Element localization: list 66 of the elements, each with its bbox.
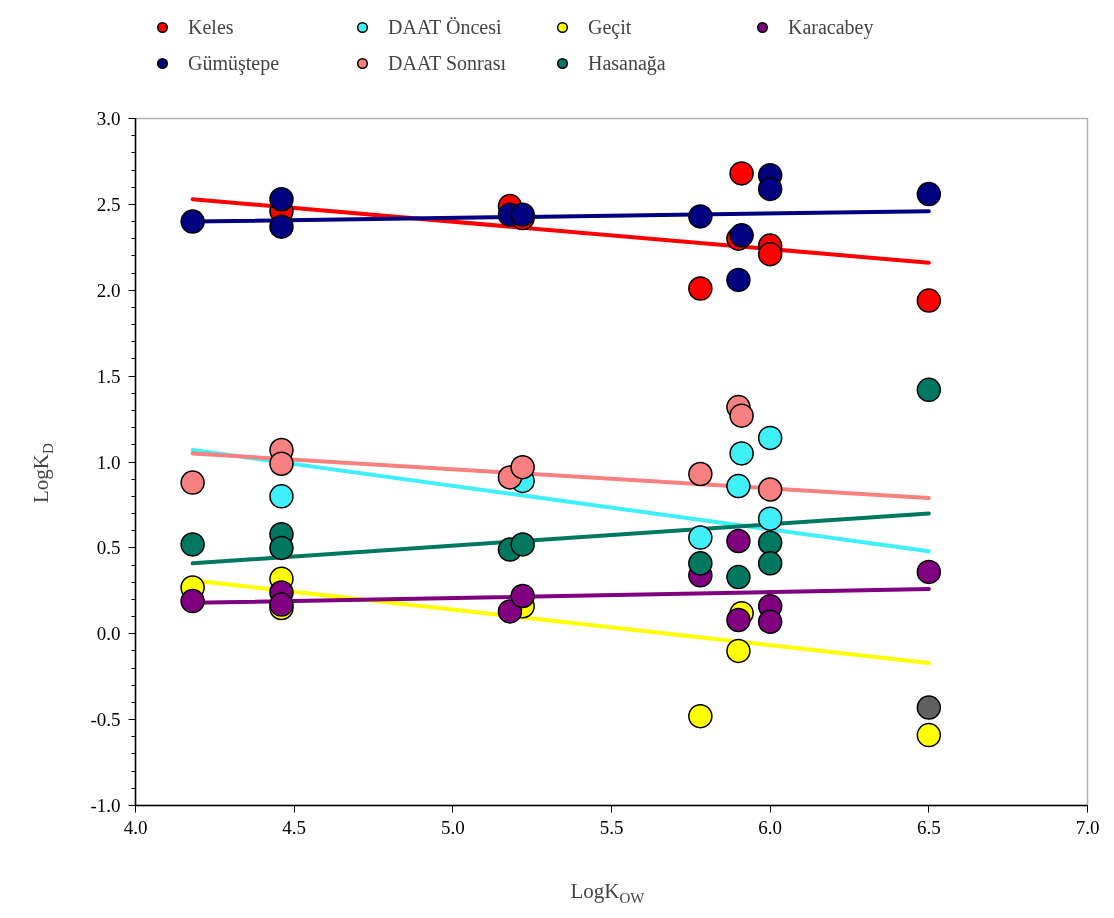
point bbox=[726, 564, 751, 590]
point bbox=[729, 403, 754, 428]
y-tick-label: 3.0 bbox=[96, 108, 121, 129]
point bbox=[497, 599, 523, 624]
point bbox=[916, 181, 942, 207]
x-tick-label: 4.0 bbox=[123, 816, 148, 838]
y-tick-label: -0.5 bbox=[90, 709, 121, 731]
point bbox=[269, 535, 294, 561]
point bbox=[180, 470, 205, 495]
point bbox=[916, 377, 942, 403]
y-tick-label: 2.0 bbox=[96, 279, 121, 301]
point bbox=[688, 461, 713, 487]
point bbox=[757, 241, 783, 267]
y-tick-label: 2.5 bbox=[96, 193, 121, 215]
point bbox=[757, 551, 783, 576]
point bbox=[510, 454, 535, 480]
point bbox=[726, 638, 751, 664]
x-tick-label: 5.5 bbox=[599, 816, 624, 838]
legend-label: Karacabey bbox=[788, 15, 875, 39]
point bbox=[916, 288, 942, 313]
point bbox=[269, 214, 294, 239]
point bbox=[726, 267, 751, 293]
point bbox=[726, 473, 751, 499]
y-tick-label: 1.0 bbox=[96, 451, 121, 473]
y-tick-label: -1.0 bbox=[90, 795, 121, 816]
point bbox=[916, 559, 942, 585]
x-tick-label: 7.0 bbox=[1075, 816, 1100, 838]
point bbox=[688, 204, 713, 229]
legend-label: Gümüştepe bbox=[188, 51, 281, 75]
point bbox=[757, 530, 783, 555]
x-tick-label: 6.0 bbox=[758, 816, 783, 838]
point bbox=[180, 588, 205, 614]
point bbox=[688, 276, 713, 301]
legend-label: Keles bbox=[188, 15, 235, 39]
legend-label: Geçit bbox=[588, 15, 633, 39]
point bbox=[688, 703, 713, 729]
point bbox=[726, 607, 751, 633]
point bbox=[757, 477, 783, 502]
point bbox=[757, 176, 783, 202]
point bbox=[269, 187, 294, 212]
x-tick-label: 6.5 bbox=[916, 816, 941, 838]
point bbox=[916, 722, 942, 748]
x-tick-label: 5.0 bbox=[440, 816, 465, 838]
y-tick-label: 1.5 bbox=[96, 365, 121, 387]
point bbox=[757, 506, 783, 531]
x-tick-label: 4.5 bbox=[282, 816, 307, 838]
point bbox=[688, 551, 713, 576]
point bbox=[688, 525, 713, 550]
point bbox=[269, 451, 294, 476]
legend-label: Hasanağa bbox=[588, 51, 667, 75]
y-tick-label: 0.5 bbox=[96, 537, 121, 559]
legend-label: DAAT Sonrası bbox=[388, 51, 507, 75]
point bbox=[269, 484, 294, 509]
point bbox=[510, 532, 535, 557]
point bbox=[757, 425, 783, 451]
y-tick-label: 0.0 bbox=[96, 623, 121, 645]
y-axis-title: LogKD bbox=[28, 443, 56, 503]
point bbox=[180, 209, 205, 234]
point bbox=[916, 695, 942, 720]
point bbox=[510, 583, 535, 609]
point bbox=[729, 441, 754, 466]
point bbox=[729, 161, 754, 186]
point bbox=[726, 528, 751, 554]
legend-label: DAAT Öncesi bbox=[388, 15, 503, 39]
point bbox=[180, 532, 205, 557]
point bbox=[757, 609, 783, 634]
